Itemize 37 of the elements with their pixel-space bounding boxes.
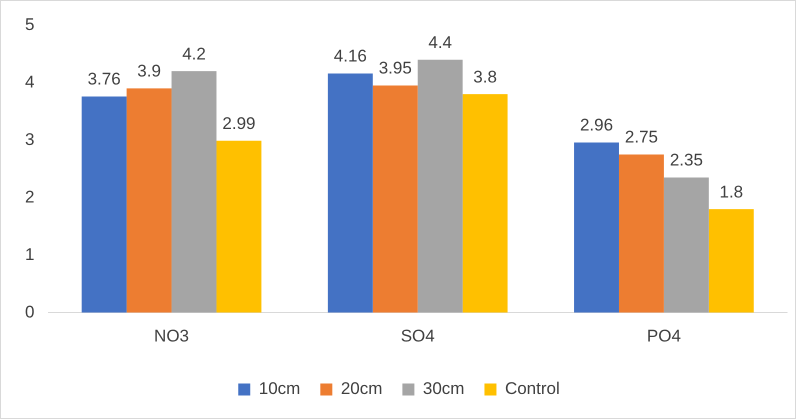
y-tick-label: 4 [24, 72, 34, 92]
bar [372, 86, 418, 313]
x-tick-label: NO3 [154, 326, 190, 346]
data-label: 3.8 [473, 67, 497, 86]
data-label: 2.35 [670, 150, 703, 170]
y-tick-label: 5 [24, 14, 34, 34]
legend-label: 30cm [422, 379, 464, 398]
legend-label: 10cm [258, 379, 300, 398]
bar [462, 94, 508, 313]
x-tick-label: SO4 [400, 326, 435, 346]
data-label: 2.75 [624, 128, 658, 147]
data-label: 2.96 [580, 116, 614, 135]
bar [126, 88, 172, 313]
y-tick-label: 3 [24, 130, 34, 149]
data-label: 3.9 [137, 62, 161, 81]
y-tick-label: 1 [24, 244, 34, 264]
bar [708, 209, 754, 313]
x-tick-label: PO4 [646, 326, 681, 346]
bar [328, 73, 373, 313]
data-label: 3.76 [88, 70, 121, 89]
data-label: 2.99 [222, 114, 256, 133]
data-label: 1.8 [719, 182, 744, 202]
y-tick-label: 2 [24, 187, 34, 206]
bar [172, 71, 216, 313]
bar [82, 96, 127, 313]
bar [574, 142, 619, 313]
legend-label: Control [504, 379, 560, 398]
bar [618, 154, 664, 313]
y-tick-label: 0 [24, 302, 34, 322]
bar [216, 140, 262, 313]
bar [418, 60, 463, 313]
data-label: 4.2 [182, 44, 206, 64]
legend-label: 20cm [340, 379, 382, 398]
data-label: 4.16 [334, 46, 367, 66]
data-label: 3.95 [378, 58, 412, 78]
bar [664, 178, 709, 313]
data-label: 4.4 [428, 32, 452, 52]
